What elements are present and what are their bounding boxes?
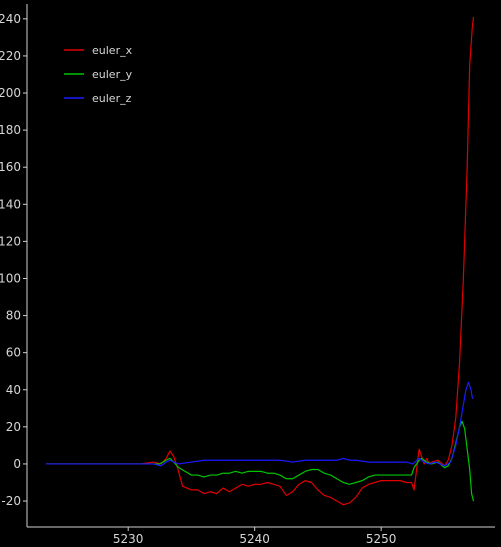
legend-label-euler-z: euler_z <box>92 92 132 105</box>
y-tick-label: 80 <box>6 309 21 323</box>
y-tick-label: 240 <box>0 12 21 26</box>
y-tick-label: 200 <box>0 86 21 100</box>
y-tick-label: 220 <box>0 49 21 63</box>
y-tick-label: 0 <box>13 457 21 471</box>
y-tick-label: 40 <box>6 383 21 397</box>
y-tick-label: 20 <box>6 420 21 434</box>
series-line-euler-x <box>45 16 475 506</box>
legend: euler_x euler_y euler_z <box>64 44 133 105</box>
axes-layer: -20 0 20 40 60 80 100 120 140 160 180 200 220 240 5230… <box>0 4 495 546</box>
y-tick-label: 120 <box>0 234 21 248</box>
y-tick-label: 100 <box>0 271 21 285</box>
y-tick-label: 60 <box>6 346 21 360</box>
x-tick-label: 5230 <box>113 532 144 546</box>
x-tick-label: 5250 <box>366 532 397 546</box>
series-layer <box>45 16 475 506</box>
y-tick-label: 180 <box>0 123 21 137</box>
y-tick-label: 140 <box>0 197 21 211</box>
legend-label-euler-x: euler_x <box>92 44 133 57</box>
legend-label-euler-y: euler_y <box>92 68 133 81</box>
y-tick-label: 160 <box>0 160 21 174</box>
x-tick-label: 5240 <box>239 532 270 546</box>
series-line-euler-z <box>45 381 474 467</box>
y-tick-label: -20 <box>1 494 21 508</box>
